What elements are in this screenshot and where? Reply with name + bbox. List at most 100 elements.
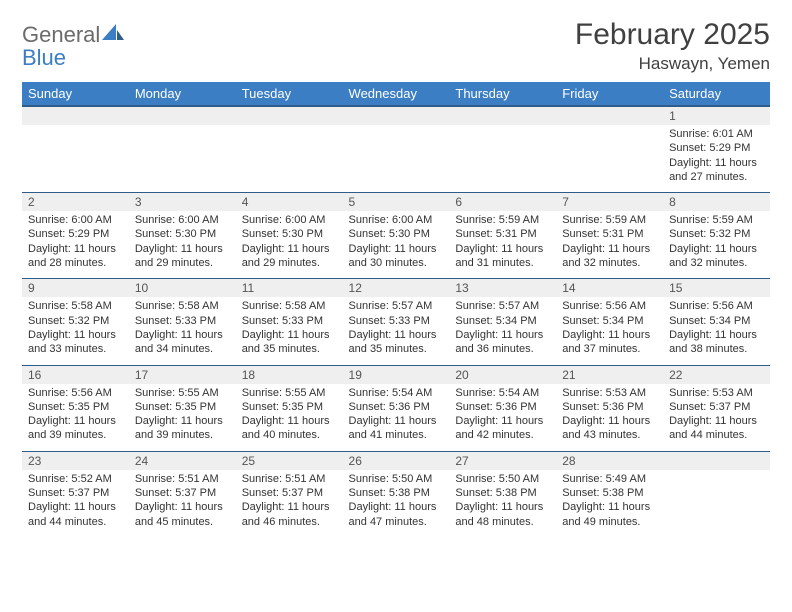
daylight-text: Daylight: 11 hours and 49 minutes. xyxy=(562,500,657,529)
sunrise-text: Sunrise: 5:57 AM xyxy=(455,299,550,313)
day-number xyxy=(663,451,770,470)
title-block: February 2025 Haswayn, Yemen xyxy=(575,18,770,74)
daylight-text: Daylight: 11 hours and 38 minutes. xyxy=(669,328,764,357)
daylight-text: Daylight: 11 hours and 30 minutes. xyxy=(349,242,444,271)
day-content: Sunrise: 5:58 AMSunset: 5:33 PMDaylight:… xyxy=(129,297,236,365)
day-content: Sunrise: 5:55 AMSunset: 5:35 PMDaylight:… xyxy=(236,384,343,452)
day-content: Sunrise: 5:57 AMSunset: 5:34 PMDaylight:… xyxy=(449,297,556,365)
day-number xyxy=(129,106,236,125)
sunset-text: Sunset: 5:35 PM xyxy=(135,400,230,414)
day-header: Friday xyxy=(556,82,663,106)
sunset-text: Sunset: 5:34 PM xyxy=(669,314,764,328)
sunrise-text: Sunrise: 5:55 AM xyxy=(135,386,230,400)
day-content: Sunrise: 5:55 AMSunset: 5:35 PMDaylight:… xyxy=(129,384,236,452)
sunrise-text: Sunrise: 5:59 AM xyxy=(562,213,657,227)
day-number: 5 xyxy=(343,193,450,212)
day-content: Sunrise: 6:01 AMSunset: 5:29 PMDaylight:… xyxy=(663,125,770,193)
day-number: 27 xyxy=(449,451,556,470)
sunrise-text: Sunrise: 5:52 AM xyxy=(28,472,123,486)
day-content: Sunrise: 5:52 AMSunset: 5:37 PMDaylight:… xyxy=(22,470,129,537)
day-number: 20 xyxy=(449,365,556,384)
daylight-text: Daylight: 11 hours and 42 minutes. xyxy=(455,414,550,443)
sunrise-text: Sunrise: 5:57 AM xyxy=(349,299,444,313)
day-content: Sunrise: 5:59 AMSunset: 5:32 PMDaylight:… xyxy=(663,211,770,279)
day-content: Sunrise: 5:57 AMSunset: 5:33 PMDaylight:… xyxy=(343,297,450,365)
sail-icon xyxy=(102,24,124,45)
day-number: 23 xyxy=(22,451,129,470)
day-number-row: 9101112131415 xyxy=(22,279,770,298)
sunrise-text: Sunrise: 5:58 AM xyxy=(28,299,123,313)
sunset-text: Sunset: 5:33 PM xyxy=(135,314,230,328)
sunset-text: Sunset: 5:33 PM xyxy=(242,314,337,328)
day-content xyxy=(129,125,236,193)
sunrise-text: Sunrise: 5:58 AM xyxy=(135,299,230,313)
day-content xyxy=(449,125,556,193)
daylight-text: Daylight: 11 hours and 44 minutes. xyxy=(28,500,123,529)
sunset-text: Sunset: 5:36 PM xyxy=(562,400,657,414)
sunset-text: Sunset: 5:35 PM xyxy=(28,400,123,414)
day-header: Saturday xyxy=(663,82,770,106)
daylight-text: Daylight: 11 hours and 29 minutes. xyxy=(242,242,337,271)
day-body-row: Sunrise: 6:01 AMSunset: 5:29 PMDaylight:… xyxy=(22,125,770,193)
day-content: Sunrise: 5:58 AMSunset: 5:33 PMDaylight:… xyxy=(236,297,343,365)
daylight-text: Daylight: 11 hours and 27 minutes. xyxy=(669,156,764,185)
daylight-text: Daylight: 11 hours and 47 minutes. xyxy=(349,500,444,529)
day-body-row: Sunrise: 5:52 AMSunset: 5:37 PMDaylight:… xyxy=(22,470,770,537)
daylight-text: Daylight: 11 hours and 33 minutes. xyxy=(28,328,123,357)
day-header-row: Sunday Monday Tuesday Wednesday Thursday… xyxy=(22,82,770,106)
day-number: 26 xyxy=(343,451,450,470)
sunset-text: Sunset: 5:34 PM xyxy=(562,314,657,328)
sunrise-text: Sunrise: 5:51 AM xyxy=(242,472,337,486)
sunrise-text: Sunrise: 5:53 AM xyxy=(669,386,764,400)
sunset-text: Sunset: 5:30 PM xyxy=(135,227,230,241)
sunset-text: Sunset: 5:37 PM xyxy=(28,486,123,500)
daylight-text: Daylight: 11 hours and 45 minutes. xyxy=(135,500,230,529)
sunrise-text: Sunrise: 6:00 AM xyxy=(242,213,337,227)
day-content: Sunrise: 6:00 AMSunset: 5:30 PMDaylight:… xyxy=(129,211,236,279)
sunset-text: Sunset: 5:29 PM xyxy=(28,227,123,241)
daylight-text: Daylight: 11 hours and 32 minutes. xyxy=(669,242,764,271)
sunrise-text: Sunrise: 5:51 AM xyxy=(135,472,230,486)
day-number xyxy=(343,106,450,125)
sunrise-text: Sunrise: 5:59 AM xyxy=(455,213,550,227)
sunrise-text: Sunrise: 5:56 AM xyxy=(669,299,764,313)
day-content xyxy=(663,470,770,537)
location: Haswayn, Yemen xyxy=(575,54,770,74)
day-body-row: Sunrise: 5:56 AMSunset: 5:35 PMDaylight:… xyxy=(22,384,770,452)
day-content: Sunrise: 5:53 AMSunset: 5:37 PMDaylight:… xyxy=(663,384,770,452)
sunset-text: Sunset: 5:37 PM xyxy=(242,486,337,500)
day-content xyxy=(343,125,450,193)
sunset-text: Sunset: 5:30 PM xyxy=(242,227,337,241)
daylight-text: Daylight: 11 hours and 46 minutes. xyxy=(242,500,337,529)
day-number xyxy=(449,106,556,125)
day-content: Sunrise: 5:56 AMSunset: 5:34 PMDaylight:… xyxy=(556,297,663,365)
day-number: 21 xyxy=(556,365,663,384)
day-number: 19 xyxy=(343,365,450,384)
calendar-body: 1Sunrise: 6:01 AMSunset: 5:29 PMDaylight… xyxy=(22,106,770,537)
month-title: February 2025 xyxy=(575,18,770,52)
daylight-text: Daylight: 11 hours and 39 minutes. xyxy=(135,414,230,443)
sunrise-text: Sunrise: 5:56 AM xyxy=(28,386,123,400)
day-number-row: 232425262728 xyxy=(22,451,770,470)
sunset-text: Sunset: 5:38 PM xyxy=(455,486,550,500)
day-content: Sunrise: 5:56 AMSunset: 5:34 PMDaylight:… xyxy=(663,297,770,365)
sunset-text: Sunset: 5:31 PM xyxy=(562,227,657,241)
sunset-text: Sunset: 5:31 PM xyxy=(455,227,550,241)
day-content: Sunrise: 5:59 AMSunset: 5:31 PMDaylight:… xyxy=(449,211,556,279)
day-number: 15 xyxy=(663,279,770,298)
daylight-text: Daylight: 11 hours and 35 minutes. xyxy=(242,328,337,357)
sunset-text: Sunset: 5:36 PM xyxy=(455,400,550,414)
day-content: Sunrise: 6:00 AMSunset: 5:29 PMDaylight:… xyxy=(22,211,129,279)
day-content xyxy=(22,125,129,193)
day-number: 24 xyxy=(129,451,236,470)
sunrise-text: Sunrise: 6:00 AM xyxy=(28,213,123,227)
sunset-text: Sunset: 5:35 PM xyxy=(242,400,337,414)
day-number: 13 xyxy=(449,279,556,298)
day-number-row: 16171819202122 xyxy=(22,365,770,384)
day-number: 22 xyxy=(663,365,770,384)
day-content: Sunrise: 5:51 AMSunset: 5:37 PMDaylight:… xyxy=(236,470,343,537)
logo-text-sub: Blue xyxy=(22,45,66,70)
day-number: 6 xyxy=(449,193,556,212)
day-number: 16 xyxy=(22,365,129,384)
day-body-row: Sunrise: 6:00 AMSunset: 5:29 PMDaylight:… xyxy=(22,211,770,279)
